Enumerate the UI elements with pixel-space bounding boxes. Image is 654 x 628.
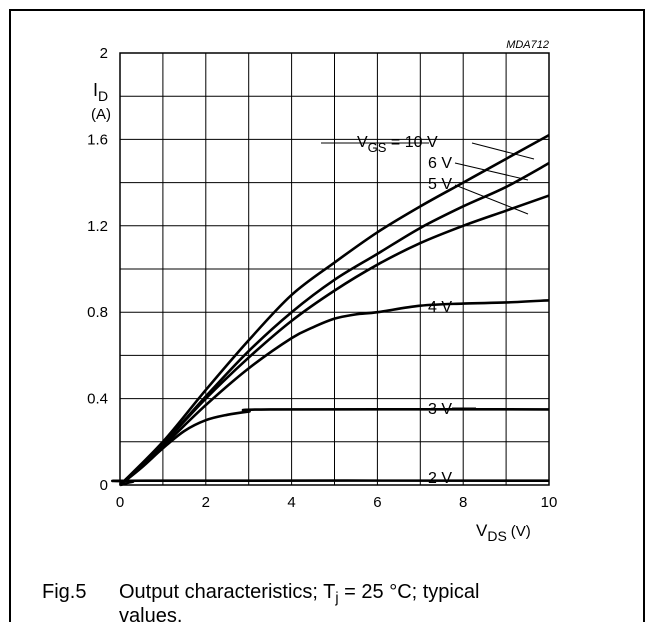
output-characteristics-chart: 0 2 4 6 8 10 0 0.4 0.8 1.2 1.6 2 MDA712 … [87,39,558,544]
figure-caption: Fig.5 Output characteristics; Tj = 25 °C;… [42,580,479,628]
series-line-2 [119,194,550,486]
series-line-3 [119,299,550,486]
y-tick-labels: 0 0.4 0.8 1.2 1.6 2 [87,45,108,494]
figure-frame: 0 2 4 6 8 10 0 0.4 0.8 1.2 1.6 2 MDA712 … [9,9,645,627]
y-tick-label: 0.4 [87,391,108,408]
x-tick-label: 4 [287,494,295,511]
y-tick-label: 0 [100,477,108,494]
series-label-4v: 4 V [428,299,452,316]
y-tick-label: 0.8 [87,304,108,321]
caption-text: Output characteristics; Tj = 25 °C; typi… [119,581,480,607]
y-tick-label: 1.2 [87,218,108,235]
series-line-4 [119,407,550,487]
plot-border [119,52,550,486]
series-label-2v: 2 V [428,470,452,487]
x-tick-labels: 0 2 4 6 8 10 [116,494,558,511]
label-leaders [321,142,535,409]
series-line-0 [119,133,550,486]
y-axis-unit: (A) [91,106,111,123]
x-tick-label: 0 [116,494,124,511]
x-tick-label: 6 [373,494,381,511]
y-tick-label: 1.6 [87,131,108,148]
x-axis-label: VDS (V) [476,521,531,544]
series-layer [111,133,550,487]
figure-code-label: MDA712 [506,39,549,51]
y-axis-label: ID [93,80,108,104]
series-label-5v: 5 V [428,176,452,193]
y-tick-label: 2 [100,45,108,62]
leader-line-5v [454,184,529,215]
caption-text-line2: values. [119,605,183,627]
series-label-3v: 3 V [428,401,452,418]
series-line-5 [111,479,550,487]
leader-line-6v [454,162,529,181]
x-tick-label: 8 [459,494,467,511]
figure-number: Fig.5 [42,581,87,603]
x-tick-label: 2 [202,494,210,511]
leader-line-vgs-10 [471,142,535,160]
x-tick-label: 10 [541,494,558,511]
series-label-vgs-10: VGS = 10 V [357,134,438,155]
grid [120,53,549,485]
series-label-6v: 6 V [428,155,452,172]
